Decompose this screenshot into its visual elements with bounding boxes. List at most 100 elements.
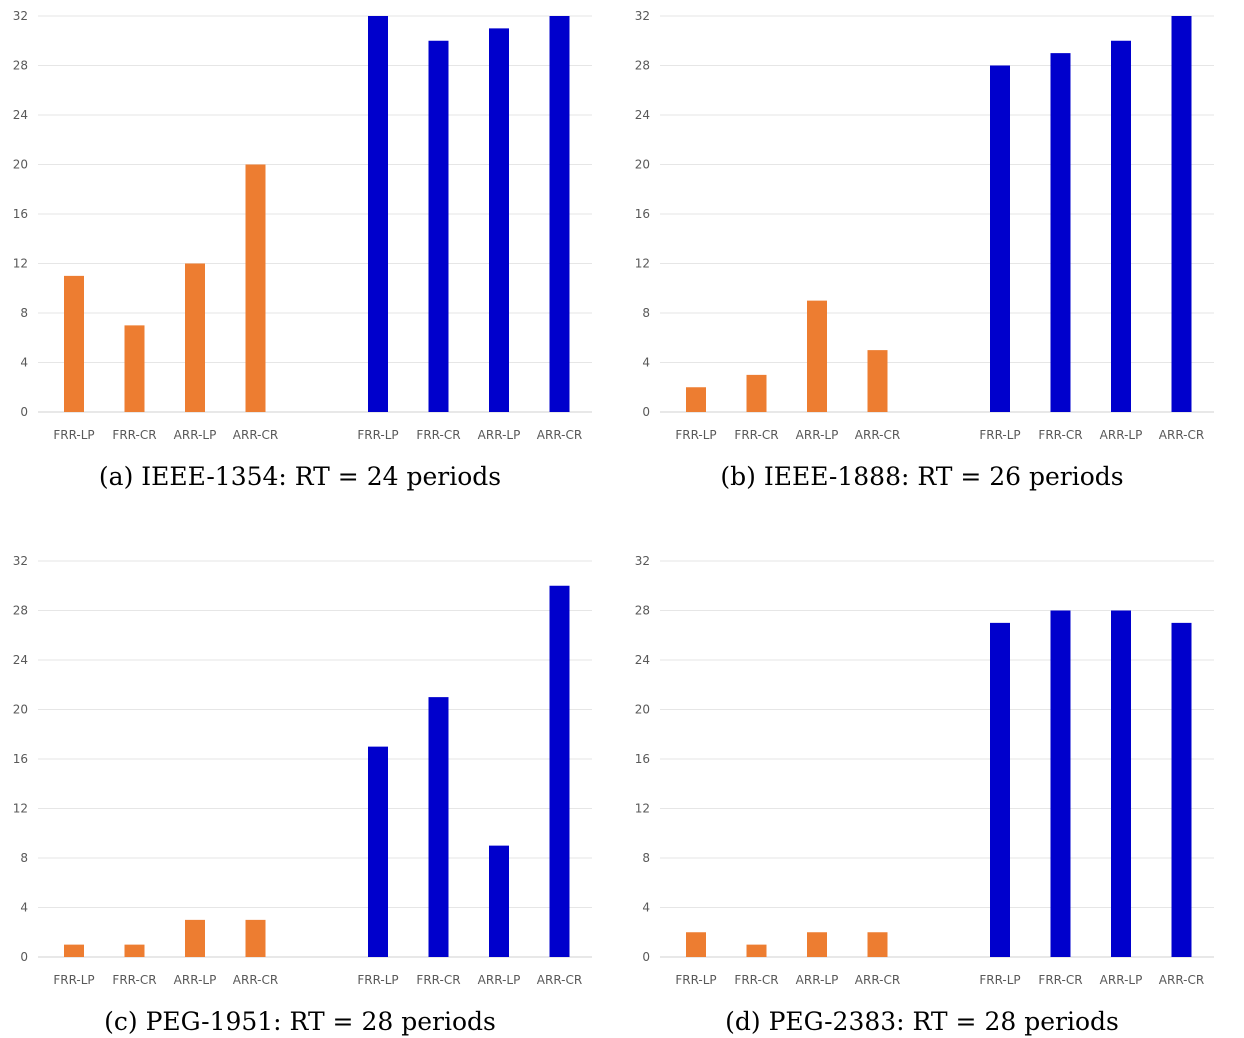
x-category-label: ARR-LP [1100, 973, 1143, 987]
y-tick-label: 12 [635, 802, 650, 816]
x-category-label: ARR-CR [855, 973, 900, 987]
chart-caption-d: (d) PEG-2383: RT = 28 periods [725, 1007, 1119, 1036]
bar [64, 944, 84, 957]
y-tick-label: 24 [635, 108, 650, 122]
chart-caption-c: (c) PEG-1951: RT = 28 periods [104, 1007, 496, 1036]
x-category-label: ARR-CR [233, 428, 278, 442]
y-tick-label: 32 [635, 554, 650, 568]
bar [124, 325, 145, 412]
x-category-label: ARR-LP [796, 428, 839, 442]
x-category-label: FRR-CR [734, 428, 778, 442]
y-tick-label: 24 [13, 653, 28, 667]
bar [867, 932, 888, 957]
y-tick-label: 28 [13, 59, 28, 73]
chart-svg-a: 0 4 8 12 16 20 24 28 32 FRR-LP FRR-CR ARR-LP ARR-CR F… [13, 9, 592, 442]
y-tick-label: 32 [13, 554, 28, 568]
bar [489, 28, 509, 412]
x-category-label: FRR-LP [357, 973, 398, 987]
y-tick-label: 8 [642, 851, 650, 865]
x-category-label: FRR-LP [979, 973, 1020, 987]
bar [549, 585, 570, 957]
y-tick-label: 16 [13, 752, 28, 766]
bar [245, 164, 266, 412]
x-category-label: ARR-CR [537, 428, 582, 442]
bar [245, 919, 266, 957]
bar [746, 944, 767, 957]
bar [990, 65, 1010, 412]
y-tick-label: 16 [13, 207, 28, 221]
x-category-label: FRR-LP [53, 973, 94, 987]
bar [1111, 40, 1131, 412]
y-tick-label: 4 [20, 356, 28, 370]
y-tick-label: 12 [13, 802, 28, 816]
y-tick-label: 8 [20, 851, 28, 865]
bar [1050, 53, 1071, 412]
y-tick-label: 4 [642, 901, 650, 915]
bar [1171, 622, 1192, 957]
y-tick-label: 16 [635, 752, 650, 766]
y-tick-label: 20 [635, 703, 650, 717]
y-tick-label: 12 [635, 257, 650, 271]
x-category-label: FRR-CR [112, 428, 156, 442]
x-category-label: FRR-CR [1038, 428, 1082, 442]
y-tick-label: 24 [13, 108, 28, 122]
x-category-label: FRR-LP [979, 428, 1020, 442]
x-category-label: ARR-CR [1159, 973, 1204, 987]
bar [124, 944, 145, 957]
x-category-label: FRR-CR [1038, 973, 1082, 987]
bar [428, 40, 449, 412]
x-category-label: ARR-LP [174, 973, 217, 987]
x-category-label: FRR-CR [416, 428, 460, 442]
bar [867, 350, 888, 412]
chart-caption-a: (a) IEEE-1354: RT = 24 periods [98, 462, 502, 491]
x-category-label: FRR-LP [357, 428, 398, 442]
x-category-label: FRR-CR [112, 973, 156, 987]
x-category-label: FRR-CR [416, 973, 460, 987]
chart-panel-a: 0 4 8 12 16 20 24 28 32 FRR-LP FRR-CR ARR-LP ARR-CR F… [0, 0, 600, 491]
chart-panel-d: 0 4 8 12 16 20 24 28 32 FRR-LP FRR-CR ARR-LP ARR-CR F… [622, 545, 1222, 1036]
y-tick-label: 0 [642, 950, 650, 964]
x-category-label: ARR-CR [537, 973, 582, 987]
y-tick-label: 4 [20, 901, 28, 915]
y-tick-label: 32 [13, 9, 28, 23]
y-tick-label: 20 [13, 703, 28, 717]
x-category-label: FRR-LP [53, 428, 94, 442]
y-tick-label: 28 [13, 604, 28, 618]
y-tick-label: 32 [635, 9, 650, 23]
y-tick-label: 4 [642, 356, 650, 370]
bar [549, 16, 570, 412]
bar [368, 16, 388, 412]
y-tick-label: 0 [20, 950, 28, 964]
bar [1050, 610, 1071, 957]
chart-svg-d: 0 4 8 12 16 20 24 28 32 FRR-LP FRR-CR ARR-LP ARR-CR F… [635, 554, 1214, 987]
chart-svg-b: 0 4 8 12 16 20 24 28 32 FRR-LP FRR-CR ARR-LP ARR-CR F… [635, 9, 1214, 442]
y-tick-label: 8 [20, 306, 28, 320]
y-tick-label: 0 [20, 405, 28, 419]
bar [1111, 610, 1131, 957]
bar [64, 275, 84, 412]
x-category-label: FRR-LP [675, 428, 716, 442]
x-category-label: ARR-CR [1159, 428, 1204, 442]
x-category-label: ARR-CR [855, 428, 900, 442]
chart-panel-b: 0 4 8 12 16 20 24 28 32 FRR-LP FRR-CR ARR-LP ARR-CR F… [622, 0, 1222, 491]
y-tick-label: 8 [642, 306, 650, 320]
bar [746, 374, 767, 412]
x-category-label: ARR-LP [478, 428, 521, 442]
y-tick-label: 28 [635, 604, 650, 618]
bar [1171, 16, 1192, 412]
y-tick-label: 28 [635, 59, 650, 73]
chart-panel-c: 0 4 8 12 16 20 24 28 32 FRR-LP FRR-CR ARR-LP ARR-CR F… [0, 545, 600, 1036]
chart-caption-b: (b) IEEE-1888: RT = 26 periods [720, 462, 1124, 491]
y-tick-label: 20 [13, 158, 28, 172]
bar [990, 622, 1010, 957]
bar [185, 263, 205, 412]
x-category-label: ARR-LP [174, 428, 217, 442]
bar [807, 932, 827, 957]
y-tick-label: 24 [635, 653, 650, 667]
bar [428, 697, 449, 957]
y-tick-label: 20 [635, 158, 650, 172]
x-category-label: FRR-LP [675, 973, 716, 987]
x-category-label: FRR-CR [734, 973, 778, 987]
bar [686, 387, 706, 412]
bar [489, 845, 509, 957]
